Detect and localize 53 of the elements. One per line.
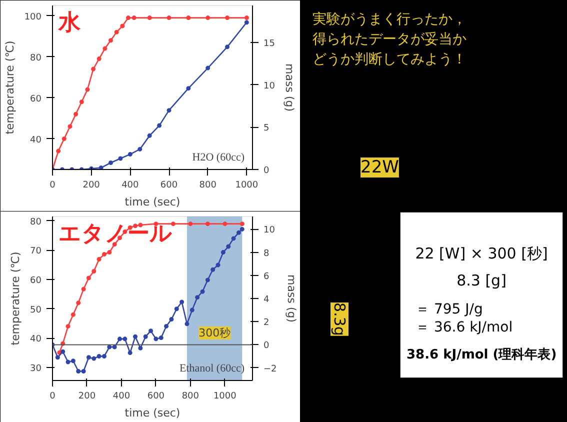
- text: 8.3 [g]: [456, 272, 506, 290]
- x-axis-title: time (sec): [124, 406, 180, 420]
- x-tick-label: 600: [160, 180, 178, 190]
- x-tick-label: 200: [78, 392, 96, 402]
- x-tick-label: 0: [50, 180, 56, 190]
- annotation: H2O (60cc): [192, 152, 245, 164]
- annotation: エタノール: [58, 222, 172, 246]
- y2-tick-label: 4: [264, 295, 270, 305]
- y2-tick-label: 10: [264, 81, 276, 92]
- y2-tick-label: 8: [264, 248, 270, 259]
- x-axis-title: time (sec): [124, 196, 180, 208]
- text: ＝ 795 J/g: [416, 302, 483, 318]
- text: どうか判断してみよう！: [312, 52, 466, 68]
- y-tick-label: 80: [30, 217, 42, 228]
- x-tick-label: 800: [199, 180, 217, 190]
- y-tick-label: 60: [30, 94, 42, 104]
- y-tick-label: 70: [30, 246, 42, 257]
- text: 得られたデータが妥当か: [312, 32, 466, 48]
- x-tick-label: 400: [122, 180, 140, 190]
- y2-tick-label: 0: [264, 341, 270, 352]
- x-tick-label: 0: [50, 392, 56, 402]
- y-tick-label: 30: [30, 364, 42, 374]
- text: 22 [W] × 300 [秒]: [415, 244, 548, 262]
- y2-tick-label: 15: [264, 39, 275, 50]
- y-axis-title: temperature (℃): [9, 252, 22, 346]
- y2-tick-label: 5: [264, 124, 270, 134]
- y-tick-label: 100: [24, 12, 42, 22]
- y-tick-label: 50: [30, 305, 42, 316]
- y-axis-title: temperature (℃): [3, 40, 16, 134]
- y2-tick-label: 0: [264, 166, 270, 176]
- text: 38.6 kJ/mol (理科年表): [406, 348, 557, 362]
- y2-axis-title: mass (g): [282, 64, 296, 112]
- x-tick-label: 800: [182, 392, 200, 402]
- y-tick-label: 40: [30, 334, 42, 345]
- y2-tick-label: 6: [264, 272, 270, 282]
- x-tick-label: 600: [147, 392, 165, 402]
- band-label: 300秒: [198, 326, 231, 340]
- y2-tick-label: 2: [264, 318, 270, 328]
- y-tick-label: 40: [30, 135, 42, 146]
- text: 実験がうまく行ったか，: [312, 12, 466, 28]
- text: 8.3g: [330, 302, 348, 336]
- y2-tick-label: −2: [264, 364, 277, 374]
- y2-axis-title: mass (g): [284, 274, 298, 322]
- annotation: 水: [58, 10, 82, 36]
- x-tick-label: 400: [112, 392, 130, 402]
- x-tick-label: 200: [82, 180, 100, 190]
- y-tick-label: 60: [30, 276, 42, 286]
- text: ＝ 36.6 kJ/mol: [416, 320, 513, 336]
- y2-tick-label: 10: [264, 226, 276, 236]
- x-tick-label: 1000: [235, 180, 258, 190]
- x-tick-label: 1000: [213, 392, 237, 402]
- text: 22W: [360, 158, 400, 178]
- y-tick-label: 80: [30, 53, 42, 64]
